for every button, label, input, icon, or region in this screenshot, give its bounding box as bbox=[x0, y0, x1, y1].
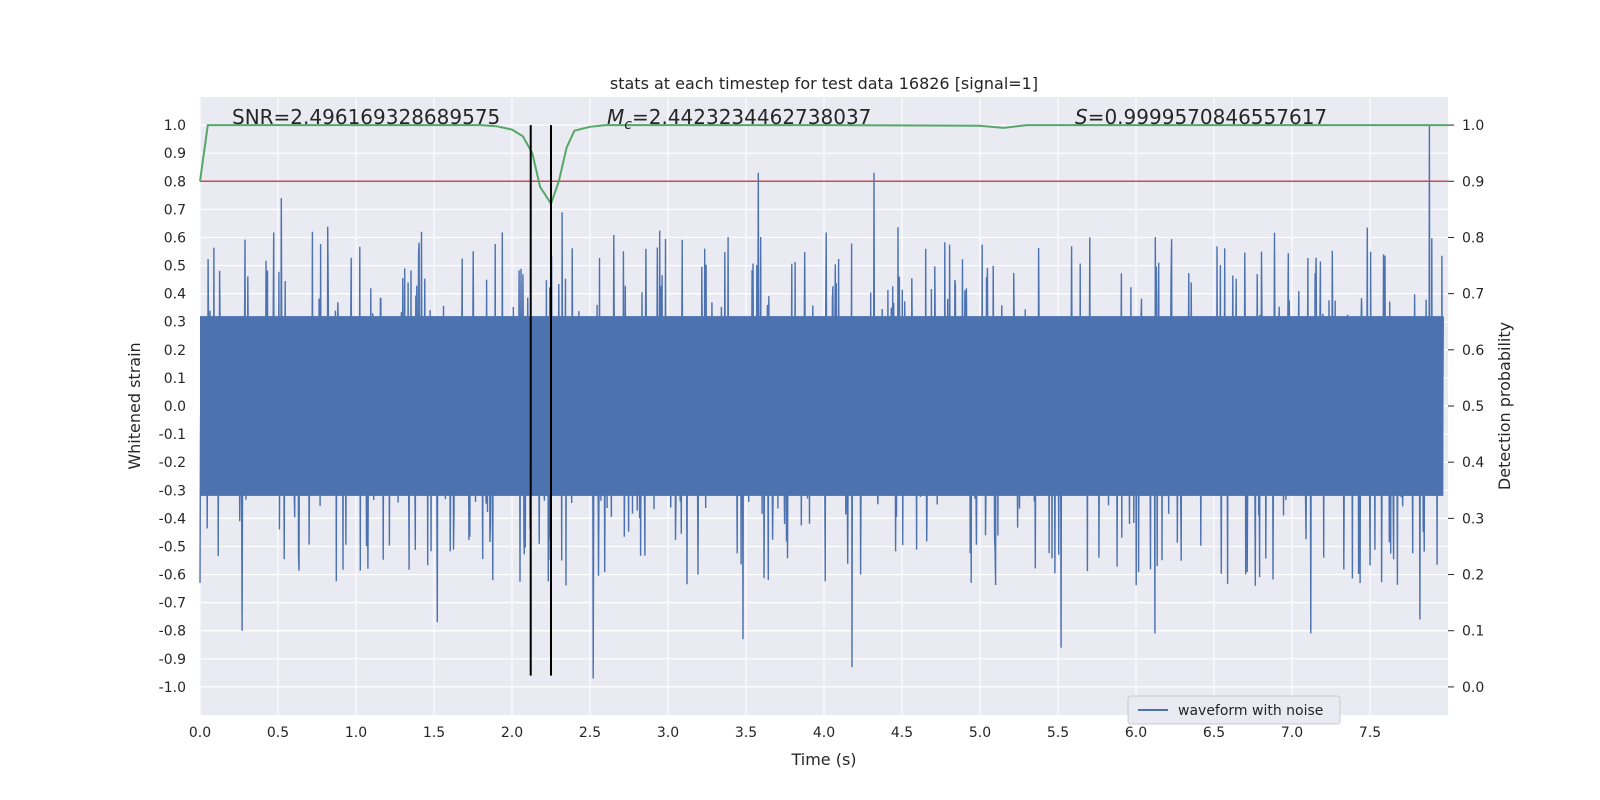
y-tick-label: 1.0 bbox=[164, 118, 186, 134]
detection-probability-line bbox=[199, 124, 1448, 206]
x-tick-label: 0.0 bbox=[189, 725, 211, 741]
mc-symbol: M bbox=[607, 105, 624, 129]
y-tick-label: -0.9 bbox=[159, 652, 186, 668]
x-axis-ticks: 0.0 0.5 1.0 1.5 2.0 2.5 3.0 3.5 4.0 4.5 5.0 5.5 6.0 6… bbox=[189, 725, 1381, 741]
y2-tick-label: 0.1 bbox=[1462, 624, 1484, 640]
y2-tick-label: 0.2 bbox=[1462, 568, 1484, 584]
x-tick-label: 3.0 bbox=[657, 725, 679, 741]
waveform-series bbox=[199, 125, 1445, 679]
x-tick-label: 3.5 bbox=[735, 725, 757, 741]
chart-title: stats at each timestep for test data 168… bbox=[610, 74, 1038, 93]
x-tick-label: 6.0 bbox=[1125, 725, 1147, 741]
y2-axis-ticks: 1.0 0.9 0.8 0.7 0.6 0.5 0.4 0.3 0.2 0.1 0.0 bbox=[1448, 118, 1484, 696]
x-tick-label: 0.5 bbox=[267, 725, 289, 741]
y-tick-label: -0.5 bbox=[159, 539, 186, 555]
y-tick-label: -0.7 bbox=[159, 596, 186, 612]
y-tick-label: 0.7 bbox=[164, 202, 186, 218]
y-tick-label: 0.6 bbox=[164, 230, 186, 246]
x-tick-label: 7.0 bbox=[1281, 725, 1303, 741]
x-tick-label: 5.0 bbox=[969, 725, 991, 741]
y2-tick-label: 0.7 bbox=[1462, 287, 1484, 303]
x-tick-label: 1.5 bbox=[423, 725, 445, 741]
x-tick-label: 2.5 bbox=[579, 725, 601, 741]
snr-annotation: SNR=2.496169328689575 bbox=[232, 105, 500, 129]
y2-tick-label: 0.6 bbox=[1462, 343, 1484, 359]
s-value: =0.9999570846557617 bbox=[1088, 105, 1327, 129]
y-axis-ticks: 1.0 0.9 0.8 0.7 0.6 0.5 0.4 0.3 0.2 0.1 0.0 -0.1 -0.… bbox=[159, 118, 186, 696]
y2-tick-label: 0.4 bbox=[1462, 455, 1484, 471]
y-tick-label: -0.4 bbox=[159, 511, 186, 527]
y-tick-label: 0.5 bbox=[164, 259, 186, 275]
y-tick-label: -0.6 bbox=[159, 568, 186, 584]
y-tick-label: -1.0 bbox=[159, 680, 186, 696]
legend-box bbox=[1127, 695, 1341, 725]
x-tick-label: 2.0 bbox=[501, 725, 523, 741]
y2-tick-label: 1.0 bbox=[1462, 118, 1484, 134]
legend-label: waveform with noise bbox=[1178, 703, 1323, 719]
y-tick-label: -0.1 bbox=[159, 427, 186, 443]
waveform-line bbox=[199, 125, 1445, 679]
y2-axis-title: Detection probability bbox=[1495, 322, 1514, 490]
x-tick-label: 4.0 bbox=[813, 725, 835, 741]
y2-tick-label: 0.3 bbox=[1462, 511, 1484, 527]
y-tick-label: 0.3 bbox=[164, 315, 186, 331]
y-tick-label: -0.2 bbox=[159, 455, 186, 471]
s-symbol: S bbox=[1075, 105, 1088, 129]
y-tick-label: 0.4 bbox=[164, 287, 186, 303]
y-tick-label: 0.8 bbox=[164, 174, 186, 190]
y-axis-title: Whitened strain bbox=[125, 342, 144, 469]
x-tick-label: 4.5 bbox=[891, 725, 913, 741]
legend: waveform with noise bbox=[1127, 695, 1341, 725]
x-tick-label: 1.0 bbox=[345, 725, 367, 741]
s-annotation: S=0.9999570846557617 bbox=[1075, 105, 1327, 129]
x-tick-label: 6.5 bbox=[1203, 725, 1225, 741]
mc-subscript: c bbox=[624, 117, 632, 133]
y-tick-label: 0.0 bbox=[164, 399, 186, 415]
y-tick-label: 0.2 bbox=[164, 343, 186, 359]
x-tick-label: 7.5 bbox=[1359, 725, 1381, 741]
y2-tick-label: 0.8 bbox=[1462, 230, 1484, 246]
y-tick-label: -0.8 bbox=[159, 624, 186, 640]
x-axis-title: Time (s) bbox=[790, 750, 856, 769]
y2-tick-label: 0.5 bbox=[1462, 399, 1484, 415]
x-tick-label: 5.5 bbox=[1047, 725, 1069, 741]
chirp-mass-annotation: Mc=2.4423234462738037 bbox=[607, 105, 871, 133]
y2-tick-label: 0.9 bbox=[1462, 174, 1484, 190]
y2-tick-label: 0.0 bbox=[1462, 680, 1484, 696]
vertical-markers bbox=[529, 125, 552, 676]
mc-value: =2.4423234462738037 bbox=[632, 105, 871, 129]
y-tick-label: 0.1 bbox=[164, 371, 186, 387]
y-tick-label: 0.9 bbox=[164, 146, 186, 162]
y-tick-label: -0.3 bbox=[159, 483, 186, 499]
